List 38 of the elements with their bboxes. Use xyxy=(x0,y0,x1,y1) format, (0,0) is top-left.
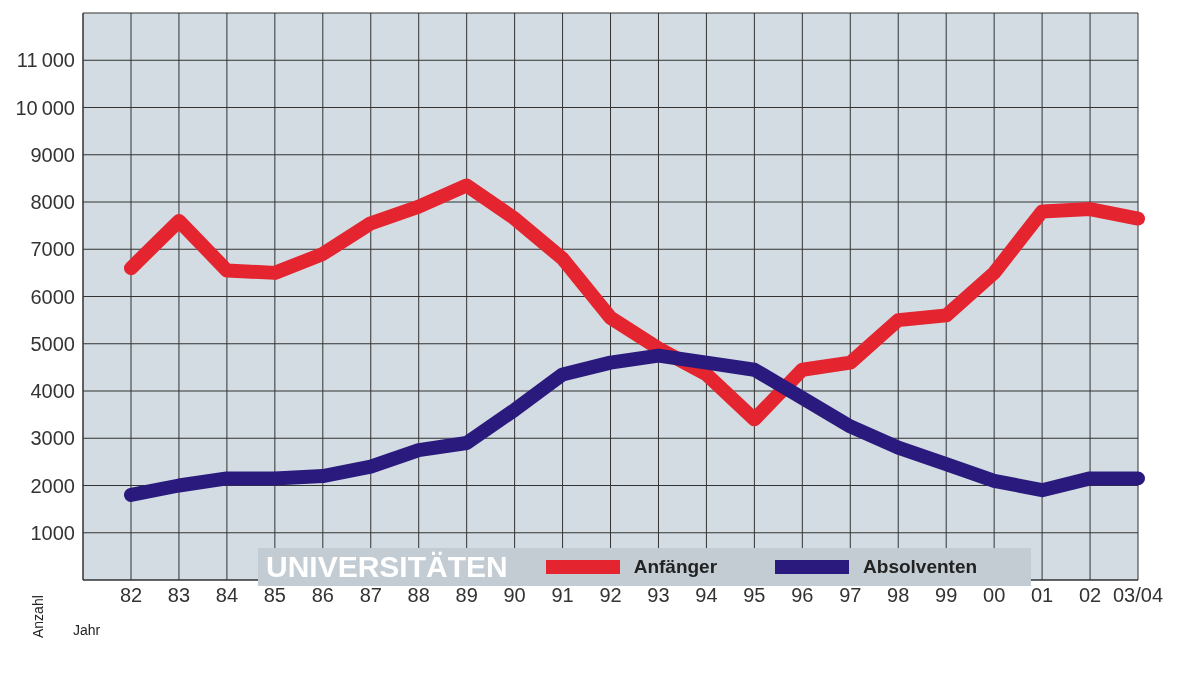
x-tick-label: 94 xyxy=(695,584,718,607)
x-tick-label: 03/04 xyxy=(1112,584,1164,607)
legend-label: Absolventen xyxy=(863,556,978,578)
x-tick-label: 83 xyxy=(167,584,191,607)
y-tick-label: 2000 xyxy=(30,474,75,497)
x-tick-label: 90 xyxy=(503,584,526,607)
x-tick-label: 86 xyxy=(311,584,334,607)
y-tick-label: 9000 xyxy=(30,143,75,166)
y-tick-label: 3000 xyxy=(30,427,75,450)
x-tick-label: 01 xyxy=(1030,584,1054,607)
y-tick-label: 10 000 xyxy=(15,96,75,119)
x-tick-label: 95 xyxy=(743,584,766,607)
x-tick-label: 92 xyxy=(599,584,622,607)
x-tick-label: 88 xyxy=(407,584,430,607)
x-tick-label: 96 xyxy=(791,584,814,607)
x-tick-label: 93 xyxy=(647,584,670,607)
y-axis-title: Anzahl xyxy=(30,595,46,638)
y-tick-label: 4000 xyxy=(30,380,75,403)
legend-title: UNIVERSITÄTEN xyxy=(266,550,508,584)
x-tick-label: 02 xyxy=(1078,584,1102,607)
x-axis-title: Jahr xyxy=(73,622,101,638)
x-tick-label: 87 xyxy=(359,584,382,607)
y-tick-label: 1000 xyxy=(30,521,75,544)
x-tick-label: 98 xyxy=(887,584,910,607)
y-tick-label: 6000 xyxy=(30,285,75,308)
x-tick-label: 84 xyxy=(215,584,239,607)
x-tick-label: 97 xyxy=(839,584,862,607)
y-tick-label: 11 000 xyxy=(16,49,75,72)
y-tick-label: 5000 xyxy=(30,332,75,355)
x-tick-label: 82 xyxy=(119,584,143,607)
legend-label: Anfänger xyxy=(633,556,718,578)
y-tick-label: 8000 xyxy=(30,191,75,214)
y-tick-label: 7000 xyxy=(30,238,75,261)
x-tick-label: 91 xyxy=(551,584,574,607)
x-tick-label: 99 xyxy=(935,584,958,607)
x-tick-label: 89 xyxy=(455,584,478,607)
x-tick-label: 00 xyxy=(983,584,1006,607)
x-tick-label: 85 xyxy=(263,584,286,607)
